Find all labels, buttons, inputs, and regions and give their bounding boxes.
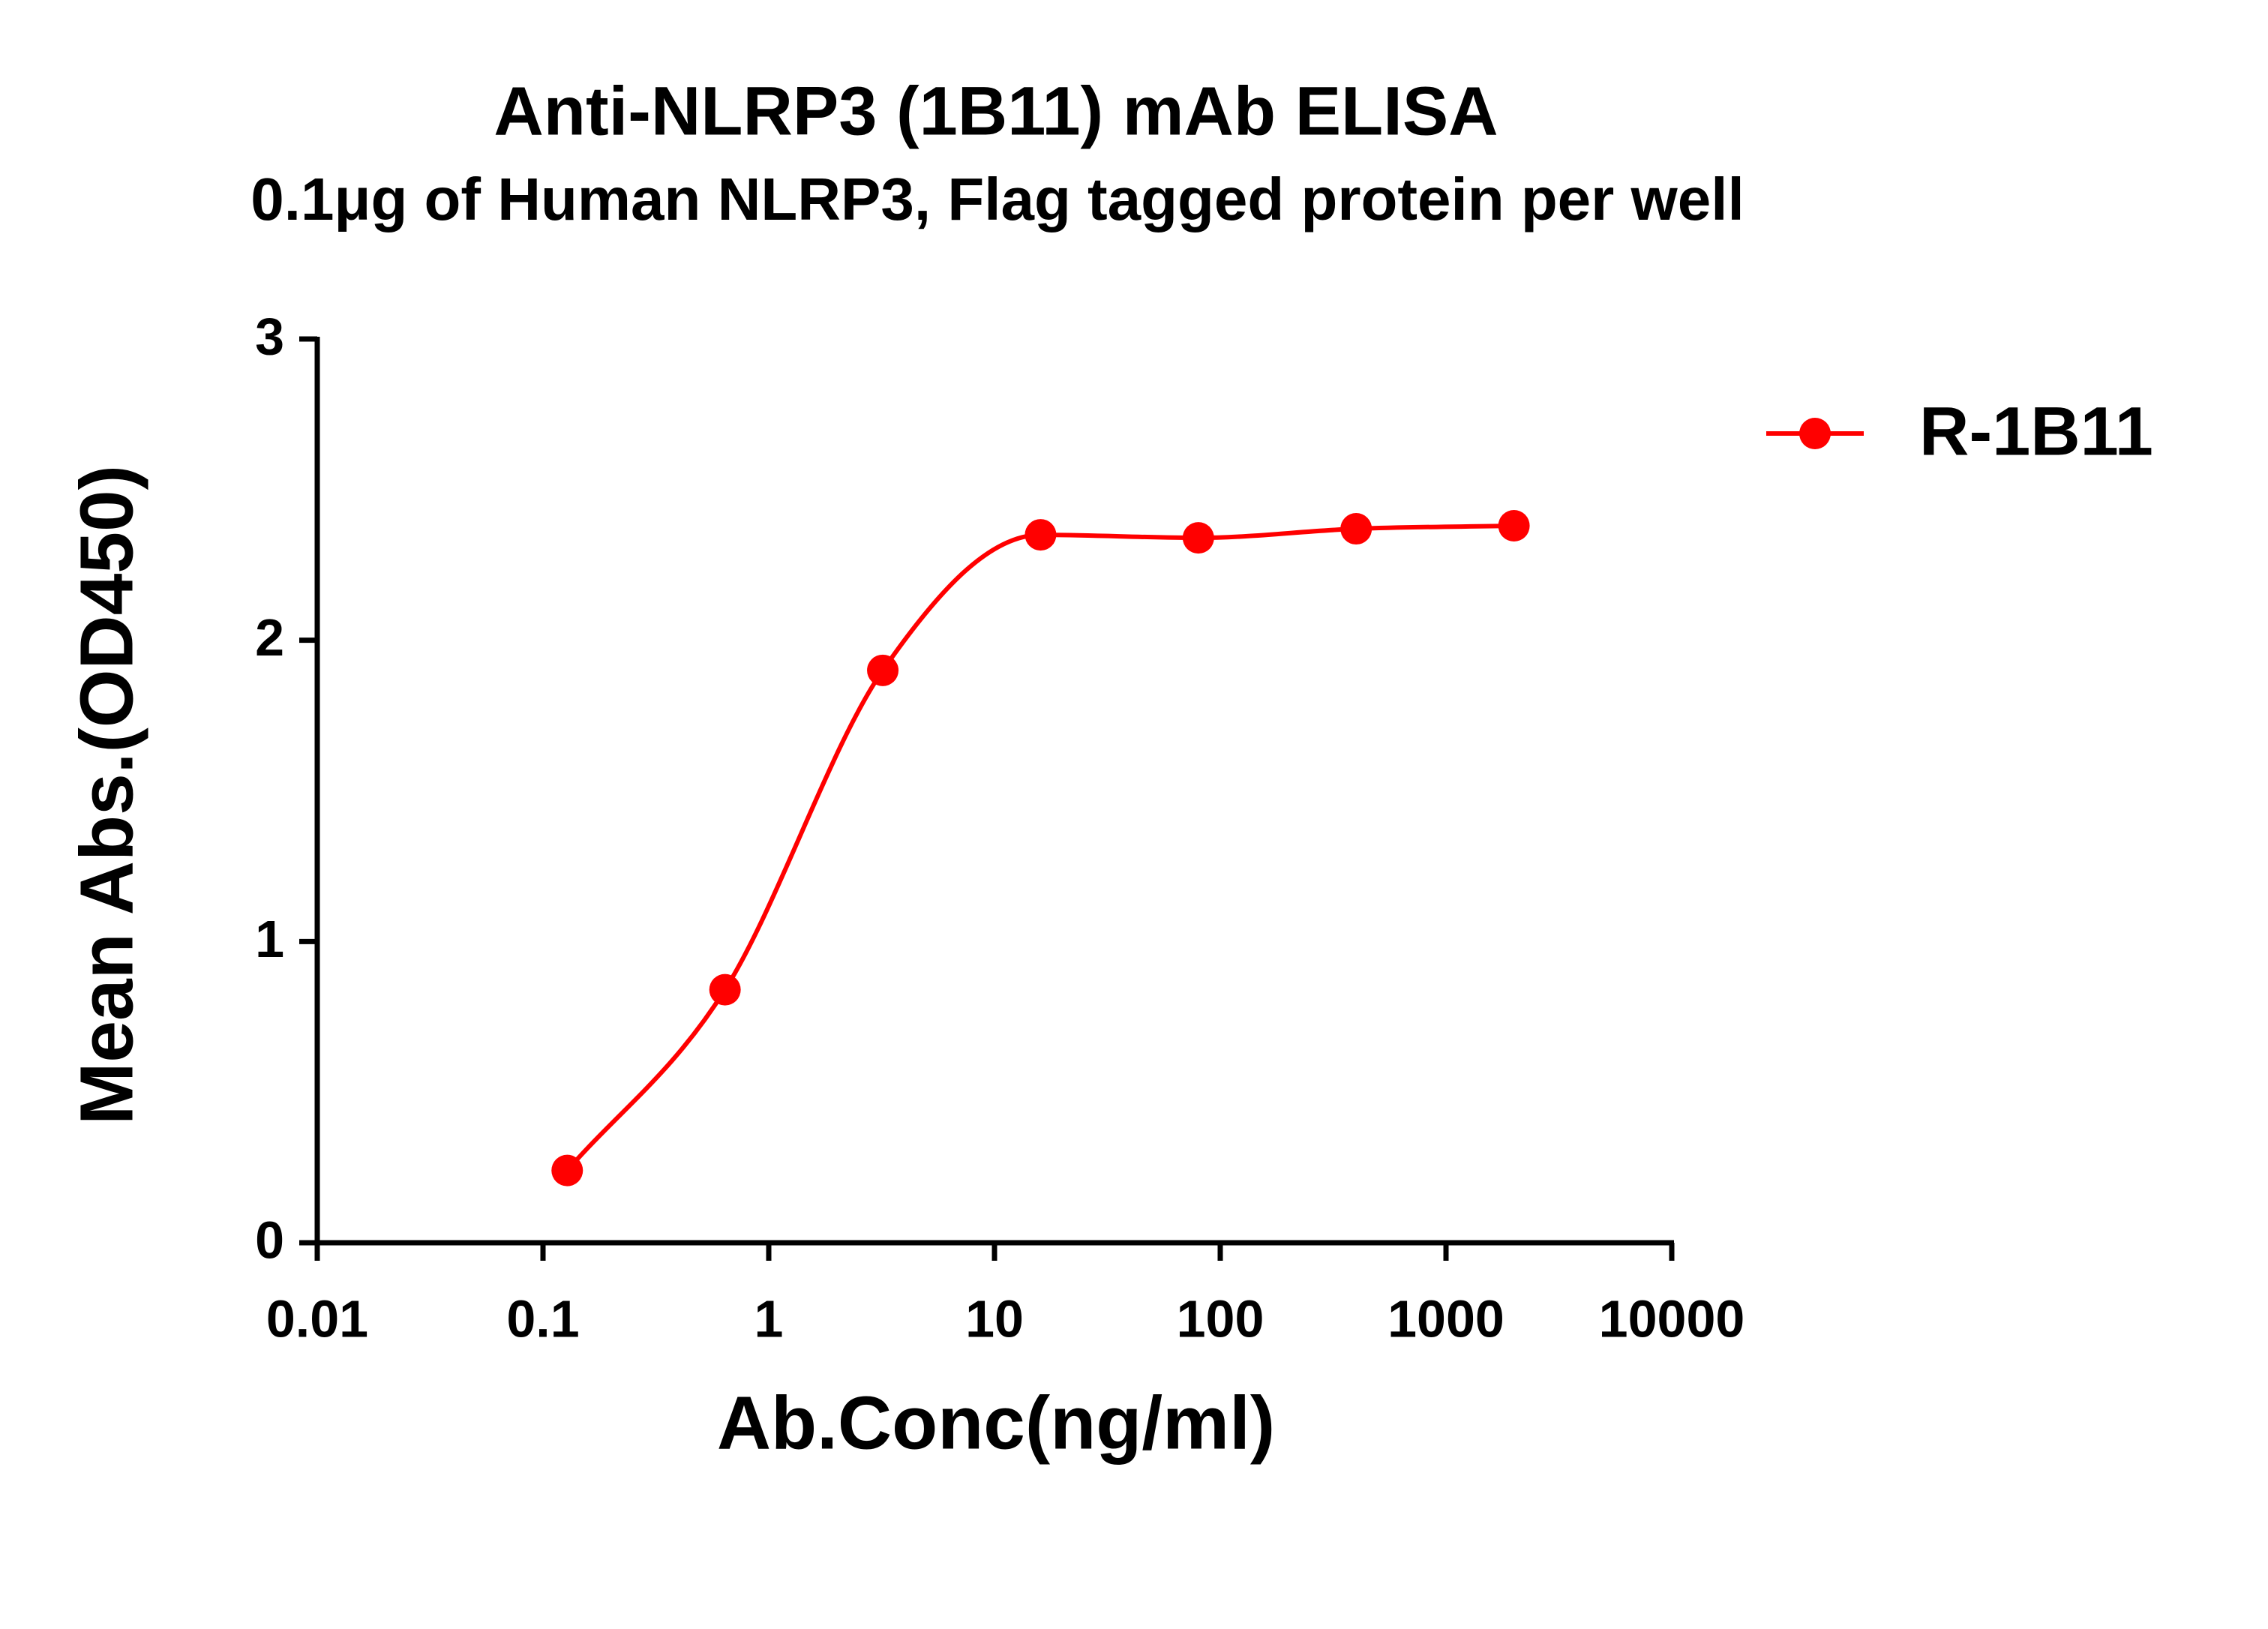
y-tick-label: 1 bbox=[255, 910, 284, 968]
chart-title: Anti-NLRP3 (1B11) mAb ELISA bbox=[494, 73, 1498, 149]
data-point bbox=[709, 974, 741, 1006]
data-point bbox=[551, 1154, 584, 1186]
data-point bbox=[1498, 510, 1530, 542]
x-tick-label: 1000 bbox=[1388, 1289, 1504, 1348]
y-tick-label: 0 bbox=[255, 1210, 284, 1269]
legend-marker bbox=[1799, 418, 1831, 449]
fit-line bbox=[566, 524, 1514, 1172]
chart-subtitle: 0.1μg of Human NLRP3, Flag tagged protei… bbox=[250, 166, 1744, 232]
legend-label: R-1B11 bbox=[1919, 393, 2153, 470]
y-tick-label: 3 bbox=[255, 307, 284, 365]
x-axis-title: Ab.Conc(ng/ml) bbox=[717, 1381, 1275, 1465]
data-point bbox=[1340, 513, 1372, 545]
x-tick-label: 10000 bbox=[1599, 1289, 1745, 1348]
data-point bbox=[1182, 522, 1214, 554]
x-tick-label: 100 bbox=[1177, 1289, 1264, 1348]
x-tick-label: 0.1 bbox=[506, 1289, 579, 1348]
y-axis-title: Mean Abs.(OD450) bbox=[64, 465, 148, 1125]
data-point bbox=[1024, 519, 1057, 551]
x-tick-label: 0.01 bbox=[266, 1289, 368, 1348]
x-tick-label: 1 bbox=[754, 1289, 784, 1348]
y-tick-label: 2 bbox=[255, 608, 284, 667]
x-tick-label: 10 bbox=[965, 1289, 1024, 1348]
data-point bbox=[867, 654, 899, 686]
